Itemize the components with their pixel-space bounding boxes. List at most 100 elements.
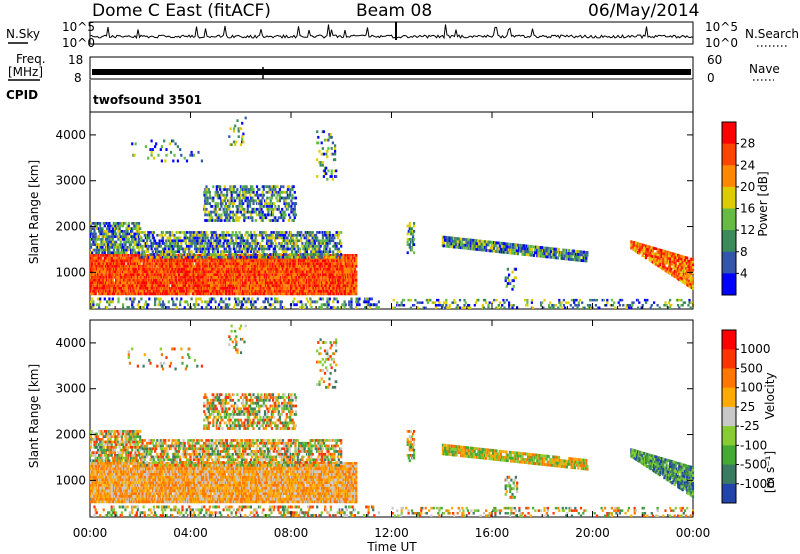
power-echo-cell [300,292,303,296]
power-echo-cell [285,253,288,256]
power-echo-cell [246,207,249,211]
power-echo-cell [186,259,189,263]
power-echo-cell [322,292,325,296]
power-echo-cell [227,278,230,282]
power-echo-cell [124,222,127,225]
power-echo-cell [214,207,217,211]
power-echo-cell [296,244,299,248]
power-echo-cell [280,242,283,245]
power-echo-cell [133,278,136,282]
power-echo-cell [171,259,174,263]
power-echo-cell [213,244,216,248]
power-echo-cell [226,281,229,285]
power-echo-cell [219,259,222,263]
power-echo-cell [292,289,295,293]
power-echo-cell [93,235,96,238]
power-echo-cell [269,253,272,256]
power-echo-cell [170,273,173,276]
power-echo-cell [348,287,351,290]
power-echo-cell [243,239,246,243]
power-echo-cell [102,222,105,225]
power-echo-cell [266,190,269,194]
power-echo-cell [171,284,174,287]
power-echo-cell [143,289,146,293]
power-echo-cell [143,265,146,268]
power-echo-cell [235,276,238,279]
power-echo-cell [179,289,182,293]
power-echo-cell [111,240,114,244]
power-echo-cell [114,235,117,238]
power-echo-cell [132,227,135,230]
power-echo-cell [313,253,316,256]
power-echo-cell [103,230,106,233]
power-echo-cell [348,270,351,274]
power-echo-cell [243,265,246,268]
power-echo-cell [188,292,191,296]
power-echo-cell [215,242,218,245]
power-echo-cell [332,284,335,287]
power-echo-cell [93,227,96,230]
power-echo-cell [261,247,264,251]
power-echo-cell [115,267,118,271]
power-echo-cell [169,250,173,254]
power-echo-cell [119,230,122,233]
power-echo-cell [258,265,261,268]
power-echo-cell [159,281,162,285]
power-echo-cell [148,255,151,259]
power-echo-cell [314,270,317,274]
power-echo-cell [252,284,255,287]
power-echo-cell [197,247,200,251]
power-echo-cell [320,255,323,259]
power-echo-cell [156,255,159,259]
power-echo-cell [165,270,168,274]
power-echo-cell [239,188,242,191]
power-echo-cell [154,262,157,265]
power-echo-cell [136,224,139,228]
power-echo-cell [139,243,142,246]
power-echo-cell [157,259,160,263]
power-echo-cell [123,254,126,257]
power-echo-cell [213,265,216,268]
power-echo-cell [179,236,182,240]
power-echo-cell [203,259,206,263]
power-echo-cell [146,259,149,263]
power-echo-cell [314,276,317,279]
power-echo-cell [226,254,229,257]
power-echo-cell [281,255,285,259]
power-echo-cell [101,265,104,268]
power-echo-cell [340,253,343,256]
power-echo-cell [232,244,235,248]
power-echo-cell [138,281,141,285]
power-echo-cell [306,289,309,293]
power-echo-cell [157,256,160,260]
power-echo-cell [256,242,259,245]
power-echo-cell [117,270,120,274]
power-echo-cell [338,267,341,271]
power-echo-cell [224,236,227,240]
power-echo-cell [135,281,138,285]
power-echo-cell [119,281,122,285]
power-echo-cell [229,292,232,296]
power-echo-cell [232,287,236,290]
power-echo-cell [192,253,195,256]
radar-title: Dome C East (fitACF) [92,1,271,21]
power-echo-cell [205,281,208,285]
power-echo-cell [143,231,146,234]
power-echo-cell [93,224,96,228]
power-echo-cell [99,227,102,230]
power-echo-cell [106,287,109,290]
nsky-trace [89,22,694,40]
power-echo-cell [104,246,107,249]
power-echo-cell [235,284,238,287]
power-echo-cell [163,262,166,265]
power-echo-cell [93,256,96,260]
power-echo-cell [295,270,298,274]
power-echo-cell [286,236,289,240]
power-echo-cell [279,281,282,285]
power-echo-cell [227,276,230,279]
power-echo-cell [195,292,198,296]
power-echo-cell [119,278,122,282]
power-echo-cell [327,276,330,279]
power-echo-cell [330,276,333,279]
power-echo-cell [334,265,337,268]
